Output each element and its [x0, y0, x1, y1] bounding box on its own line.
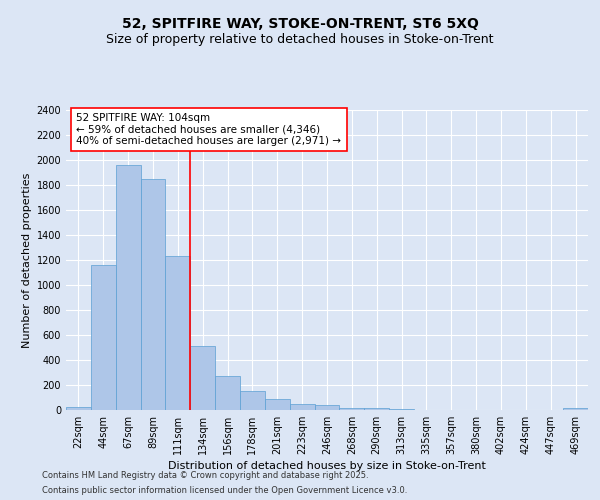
Bar	[340, 408, 364, 410]
Text: 52 SPITFIRE WAY: 104sqm
← 59% of detached houses are smaller (4,346)
40% of semi: 52 SPITFIRE WAY: 104sqm ← 59% of detache…	[76, 113, 341, 146]
Text: Contains public sector information licensed under the Open Government Licence v3: Contains public sector information licen…	[42, 486, 407, 495]
Bar	[215, 376, 240, 410]
Text: 52, SPITFIRE WAY, STOKE-ON-TRENT, ST6 5XQ: 52, SPITFIRE WAY, STOKE-ON-TRENT, ST6 5X…	[122, 18, 478, 32]
Bar	[91, 265, 116, 410]
Text: Size of property relative to detached houses in Stoke-on-Trent: Size of property relative to detached ho…	[106, 32, 494, 46]
Bar	[563, 408, 588, 410]
Bar	[66, 407, 91, 410]
Bar	[190, 346, 215, 410]
Bar	[314, 405, 340, 410]
Bar	[290, 404, 314, 410]
Y-axis label: Number of detached properties: Number of detached properties	[22, 172, 32, 348]
Bar	[364, 408, 389, 410]
Bar	[265, 399, 290, 410]
Bar	[116, 165, 140, 410]
X-axis label: Distribution of detached houses by size in Stoke-on-Trent: Distribution of detached houses by size …	[168, 461, 486, 471]
Text: Contains HM Land Registry data © Crown copyright and database right 2025.: Contains HM Land Registry data © Crown c…	[42, 471, 368, 480]
Bar	[140, 179, 166, 410]
Bar	[240, 391, 265, 410]
Bar	[166, 256, 190, 410]
